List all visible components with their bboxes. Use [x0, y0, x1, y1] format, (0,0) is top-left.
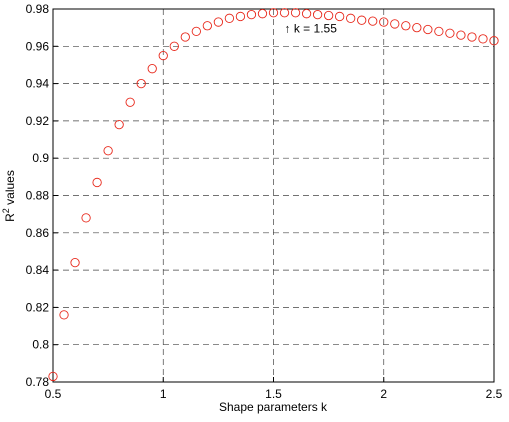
x-tick-label: 0.5 — [45, 387, 62, 401]
point — [478, 34, 488, 44]
point — [312, 9, 323, 20]
point — [180, 32, 190, 42]
point — [103, 146, 113, 156]
y-tick-label: 0.8 — [32, 338, 49, 352]
point — [158, 50, 168, 61]
y-tick-label: 0.88 — [26, 189, 50, 203]
point — [334, 11, 345, 22]
point — [290, 8, 301, 18]
y-tick-label: 0.9 — [32, 151, 49, 165]
point — [213, 17, 224, 27]
y-tick-label: 0.98 — [26, 2, 50, 16]
y-tick-label: 0.92 — [26, 114, 50, 128]
point — [268, 8, 279, 18]
point — [202, 21, 213, 31]
x-tick-label: 1.5 — [265, 387, 282, 401]
point — [246, 9, 257, 20]
y-tick-label: 0.82 — [26, 300, 50, 314]
y-axis-label-base: R — [3, 213, 17, 222]
point — [379, 17, 389, 27]
point — [434, 26, 444, 37]
point — [169, 41, 179, 51]
x-tick-label: 1 — [160, 387, 167, 401]
point — [323, 10, 334, 21]
point — [456, 30, 466, 40]
y-tick-label: 0.96 — [26, 39, 50, 53]
point — [48, 371, 58, 382]
point — [279, 8, 290, 18]
y-axis-label-sup: 2 — [1, 208, 11, 213]
point — [412, 23, 422, 33]
point — [136, 78, 146, 89]
point — [489, 36, 499, 46]
point — [70, 257, 80, 268]
point — [467, 32, 477, 42]
y-tick-label: 0.94 — [26, 77, 50, 91]
y-tick-label: 0.78 — [26, 375, 50, 389]
point — [114, 119, 124, 130]
point — [368, 16, 378, 26]
point — [257, 9, 268, 19]
y-tick-label: 0.84 — [26, 263, 50, 277]
y-axis-label-rest: values — [3, 170, 17, 208]
point — [147, 64, 157, 74]
point — [401, 21, 411, 31]
point — [390, 19, 400, 29]
x-tick-label: 2 — [380, 387, 387, 401]
point — [224, 13, 235, 23]
point — [81, 213, 91, 223]
point — [445, 28, 455, 38]
point — [301, 9, 312, 19]
x-axis-label: Shape parameters k — [219, 400, 328, 414]
point — [92, 177, 102, 188]
point — [423, 24, 433, 35]
x-tick-label: 2.5 — [486, 387, 503, 401]
point — [235, 11, 246, 22]
point — [191, 26, 201, 37]
y-axis-label: R2 values — [1, 170, 17, 222]
annotation: ↑ k = 1.55 — [285, 22, 338, 36]
point — [357, 15, 367, 25]
point — [125, 97, 135, 107]
plot-frame — [52, 8, 495, 383]
y-tick-label: 0.86 — [26, 226, 50, 240]
point — [346, 13, 356, 23]
point — [59, 310, 69, 320]
